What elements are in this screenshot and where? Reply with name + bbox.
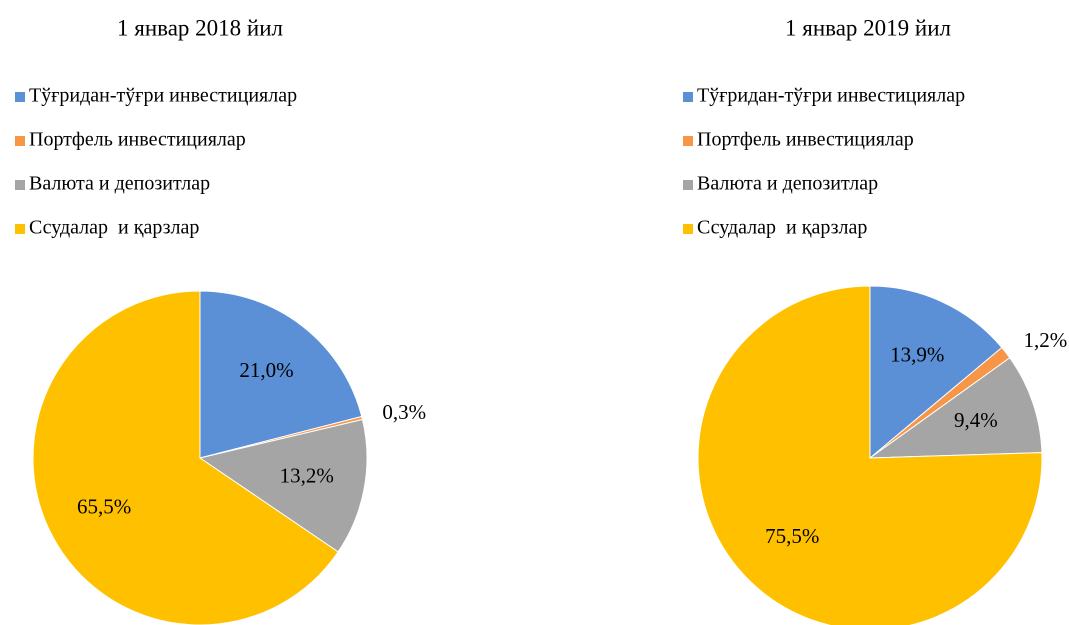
legend-label: Валюта и депозитлар xyxy=(697,173,878,195)
legend-label: Портфель инвестициялар xyxy=(697,129,914,151)
legend-swatch xyxy=(15,92,25,102)
pie-slice xyxy=(198,418,368,553)
legend-swatch xyxy=(683,180,693,190)
data-label: 75,5% xyxy=(765,524,819,548)
data-label: 9,4% xyxy=(954,408,998,432)
legend-swatch xyxy=(683,92,693,102)
legend-swatch xyxy=(683,136,693,146)
legend-swatch xyxy=(15,136,25,146)
data-label: 21,0% xyxy=(239,358,293,382)
data-label: 1,2% xyxy=(1023,328,1067,352)
legend-label: Валюта и депозитлар xyxy=(29,173,210,195)
legend-label: Ссудалар и қарзлар xyxy=(697,217,867,239)
data-label: 13,2% xyxy=(280,463,334,487)
chart-title: 1 январ 2019 йил xyxy=(785,15,951,40)
pie-slice xyxy=(199,290,363,459)
legend-label: Тўғридан-тўғри инвестициялар xyxy=(29,85,297,107)
pie-slice xyxy=(697,285,1043,625)
pie-slice xyxy=(32,290,339,625)
data-label: 65,5% xyxy=(77,495,131,519)
chart-title: 1 январ 2018 йил xyxy=(117,15,283,40)
data-label: 0,3% xyxy=(382,400,426,424)
legend-label: Тўғридан-тўғри инвестициялар xyxy=(697,85,965,107)
pie-slice xyxy=(868,357,1043,459)
data-label: 13,9% xyxy=(890,343,944,367)
legend-label: Портфель инвестициялар xyxy=(29,129,246,151)
legend-swatch xyxy=(683,224,693,234)
pie-slice xyxy=(869,285,1003,460)
legend-swatch xyxy=(15,224,25,234)
legend-label: Ссудалар и қарзлар xyxy=(29,217,199,239)
legend-swatch xyxy=(15,180,25,190)
